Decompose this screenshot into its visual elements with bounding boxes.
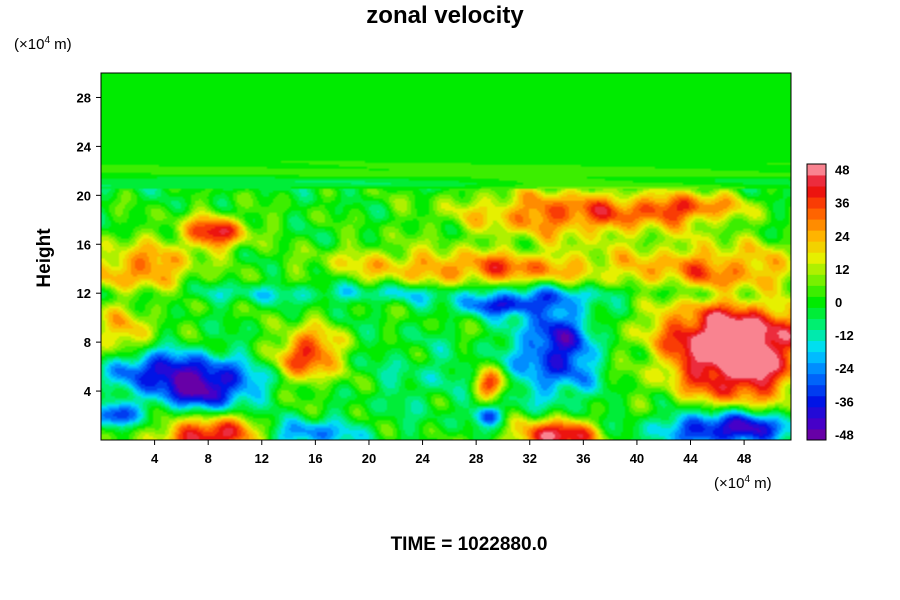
- colorbar-segment: [807, 329, 826, 342]
- x-axis-unit: (×104 m): [714, 474, 772, 492]
- plot-frame: [100, 72, 792, 441]
- colorbar-segment: [807, 230, 826, 242]
- colorbar-segment: [807, 263, 826, 275]
- plot-area: [100, 72, 792, 441]
- x-axis-ticks: 4 8 12 16 20 24 28 32 36 40 44 48: [151, 440, 751, 466]
- colorbar-segment: [807, 340, 826, 353]
- colorbar-ticks: 48 36 24 12 0 -12 -24 -36 -48: [835, 163, 855, 443]
- colorbar-segment: [807, 164, 826, 176]
- y-tick-label: 16: [77, 237, 91, 252]
- x-tick-label: 12: [255, 451, 269, 466]
- colorbar-segment: [807, 395, 826, 408]
- colorbar-segment: [807, 318, 826, 330]
- x-tick-label: 36: [576, 451, 590, 466]
- x-tick-label: 16: [308, 451, 322, 466]
- colorbar-tick-label: 0: [835, 295, 842, 310]
- y-tick-label: 8: [84, 335, 91, 350]
- colorbar-tick-label: -48: [835, 427, 854, 442]
- y-axis-ticks: 4 8 12 16 20 24 28: [77, 90, 101, 399]
- y-axis-unit: (×104 m): [14, 35, 72, 53]
- y-tick-label: 24: [77, 139, 92, 154]
- colorbar-segment: [807, 208, 826, 220]
- colorbar-tick-label: 36: [835, 196, 849, 211]
- time-readout: TIME = 1022880.0: [391, 534, 548, 555]
- colorbar-segment: [807, 175, 826, 187]
- x-tick-label: 28: [469, 451, 483, 466]
- y-tick-label: 12: [77, 286, 91, 301]
- colorbar-segment: [807, 296, 826, 308]
- x-tick-label: 44: [683, 451, 698, 466]
- colorbar-tick-label: -36: [835, 394, 854, 409]
- colorbar: [806, 163, 827, 441]
- colorbar-segment: [807, 197, 826, 209]
- colorbar-segment: [807, 351, 826, 364]
- colorbar-segment: [807, 428, 826, 441]
- y-axis-label: Height: [34, 228, 55, 288]
- colorbar-segment: [807, 362, 826, 375]
- y-tick-label: 28: [77, 90, 91, 105]
- x-tick-label: 40: [630, 451, 644, 466]
- colorbar-segment: [807, 285, 826, 297]
- colorbar-segment: [807, 252, 826, 264]
- chart-title: zonal velocity: [366, 2, 524, 29]
- colorbar-tick-label: 48: [835, 163, 849, 178]
- colorbar-segment: [807, 406, 826, 419]
- colorbar-segment: [807, 384, 826, 397]
- x-tick-label: 4: [151, 451, 159, 466]
- colorbar-segment: [807, 373, 826, 386]
- x-tick-label: 20: [362, 451, 376, 466]
- heatmap-field: [101, 73, 791, 440]
- colorbar-segment: [807, 186, 826, 198]
- x-tick-label: 8: [205, 451, 212, 466]
- y-tick-label: 20: [77, 188, 91, 203]
- colorbar-tick-label: 24: [835, 229, 850, 244]
- colorbar-segment: [807, 241, 826, 253]
- colorbar-tick-label: -12: [835, 328, 854, 343]
- colorbar-segment: [807, 274, 826, 286]
- colorbar-segment: [807, 219, 826, 231]
- colorbar-tick-label: 12: [835, 262, 849, 277]
- colorbar-tick-label: -24: [835, 361, 855, 376]
- x-tick-label: 32: [523, 451, 537, 466]
- x-tick-label: 48: [737, 451, 751, 466]
- colorbar-frame: [806, 163, 827, 441]
- colorbar-segment: [807, 307, 826, 319]
- x-tick-label: 24: [415, 451, 430, 466]
- y-tick-label: 4: [84, 384, 92, 399]
- colorbar-segment: [807, 417, 826, 430]
